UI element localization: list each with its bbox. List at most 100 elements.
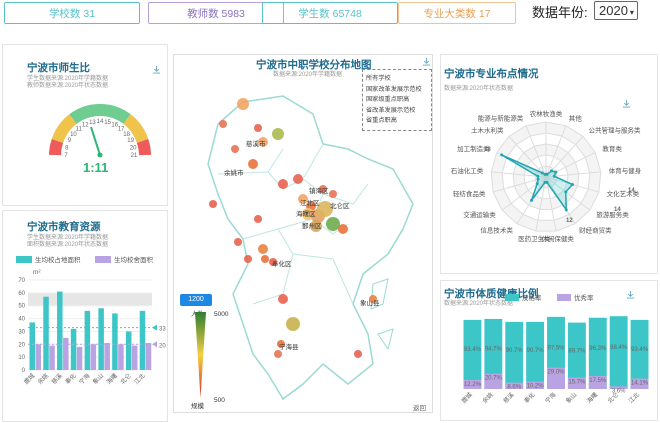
edu-xtick: 江北 xyxy=(132,372,146,386)
health-bar-excellent xyxy=(484,373,503,389)
health-pass-label: 96.3% xyxy=(589,346,607,352)
radar-point xyxy=(540,171,544,175)
radar-spoke xyxy=(501,176,547,211)
district-cixi[interactable]: 慈溪市 xyxy=(246,141,266,148)
radar-axis-label: 旅游服务类 xyxy=(596,210,629,219)
radar-axis-label: 公共管理与服务类 xyxy=(588,125,641,134)
health-xtick: 海曙 xyxy=(585,391,599,405)
school-dot xyxy=(302,208,314,220)
edu-ytick: 50 xyxy=(18,304,25,310)
gauge-tick-label: 20 xyxy=(130,145,137,151)
edu-bar-land xyxy=(57,291,63,370)
radar-point xyxy=(536,174,540,178)
health-bar-pass xyxy=(567,322,586,389)
teacher-ratio-value: 1:11 xyxy=(83,160,109,175)
health-xtick: 江北 xyxy=(627,391,641,405)
district-yuyao[interactable]: 余姚市 xyxy=(224,170,244,177)
download-icon[interactable] xyxy=(422,57,431,66)
radar-point xyxy=(552,174,556,178)
edu-xtick: 象山 xyxy=(91,372,105,386)
health-chart: 93.4% 12.2% 鹿城 94.7% 20.7% 余姚 90.7% 8.6%慈溪 90.7%… xyxy=(460,316,649,405)
radar-point xyxy=(564,190,568,194)
download-icon[interactable] xyxy=(626,290,635,299)
school-dot xyxy=(209,200,217,208)
district-xiangshan[interactable]: 象山县 xyxy=(360,300,380,307)
filter-national-reform[interactable]: 国家改革发展示范校 xyxy=(366,85,422,93)
health-pass-label: 89.7% xyxy=(568,348,586,354)
scale-min: 500 xyxy=(214,397,225,404)
radar-axis-label: 交通运输类 xyxy=(463,210,496,219)
school-dot xyxy=(219,120,227,128)
school-dot xyxy=(317,201,333,217)
health-legend-1[interactable]: 及格率 xyxy=(505,292,542,302)
stat-majors[interactable]: 专业大类数 17 xyxy=(398,2,516,24)
edu-ytick: 0 xyxy=(22,368,26,374)
radar-axis-label: 教育类 xyxy=(602,144,622,153)
scale-value-badge[interactable]: 1200 xyxy=(180,294,212,306)
filter-provincial-reform[interactable]: 省改革发展示范校 xyxy=(366,106,416,114)
edu-bar-land xyxy=(139,310,146,370)
health-legend-2[interactable]: 优秀率 xyxy=(557,292,594,302)
radar-axis-label: 休闲保健类 xyxy=(541,234,574,243)
health-xtick: 象山 xyxy=(564,391,578,405)
edu-bar-building xyxy=(90,344,97,370)
edu-legend-2[interactable]: 生均校舍面积 xyxy=(95,254,153,264)
edu-src-1: 学生数据来源:2020年学籍数据 xyxy=(27,235,109,241)
radar-axis-label: 能源与新能源类 xyxy=(478,113,524,122)
major-radar-chart: 农林牧渔类其他公共管理与服务类教育类体育与健身文化艺术类旅游服务类财经商贸类休闲… xyxy=(451,109,642,243)
edu-bar-land xyxy=(84,310,91,370)
school-dot xyxy=(254,215,262,223)
radar-value-label: 14 xyxy=(628,188,635,194)
gauge-tick-label: 17 xyxy=(118,126,125,132)
stat-teachers[interactable]: 教师数 5983 xyxy=(148,2,284,24)
scale-bar[interactable] xyxy=(195,312,206,398)
radar-spoke xyxy=(545,125,567,178)
filter-provincial-key[interactable]: 省重点职高 xyxy=(366,117,397,124)
school-dot xyxy=(254,124,262,132)
edu-bar-building xyxy=(35,344,41,370)
district-jiangbei[interactable]: 江北区 xyxy=(300,200,320,207)
filter-national-key[interactable]: 国家级重点职高 xyxy=(366,96,410,103)
district-ninghai[interactable]: 宁海县 xyxy=(279,344,299,351)
health-src: 数据来源:2020年状态数据 xyxy=(444,301,514,307)
scale-label-bottom: 规模 xyxy=(191,403,204,410)
map-filter-list: 所有学校 国家改革发展示范校 国家级重点职高 省改革发展示范校 省重点职高 xyxy=(362,69,432,131)
download-icon[interactable] xyxy=(622,99,631,108)
edu-bar-building xyxy=(63,337,69,370)
edu-avg-label: 33 xyxy=(159,327,166,333)
edu-bar-building xyxy=(76,346,83,370)
district-zhenhai[interactable]: 镇海区 xyxy=(309,188,329,195)
download-icon[interactable] xyxy=(152,65,161,74)
edu-ytick: 30 xyxy=(18,329,25,335)
filter-all[interactable]: 所有学校 xyxy=(366,75,391,82)
health-pass-label: 97.5% xyxy=(547,345,565,351)
stat-students[interactable]: 学生数 65748 xyxy=(262,2,398,24)
school-dot xyxy=(234,238,242,246)
district-haishu[interactable]: 海曙区 xyxy=(296,211,316,218)
gauge-tick-label: 16 xyxy=(111,122,118,128)
health-bar-pass xyxy=(630,319,649,389)
stat-schools[interactable]: 学校数 31 xyxy=(4,2,140,24)
health-bar-excellent xyxy=(505,382,524,389)
ningbo-map[interactable] xyxy=(173,54,433,413)
major-src: 数据来源:2020年状态数据 xyxy=(444,86,514,92)
radar-point xyxy=(530,198,534,202)
district-yinzhou[interactable]: 鄞州区 xyxy=(302,223,322,230)
district-fenghua[interactable]: 奉化区 xyxy=(272,261,292,268)
school-dot xyxy=(319,185,327,193)
school-dot xyxy=(248,159,258,169)
map-back-link[interactable]: 返回 xyxy=(413,405,426,412)
school-dot xyxy=(274,350,282,358)
edu-bar-land xyxy=(125,331,132,370)
panel-major xyxy=(440,54,658,274)
teacher-ratio-src1: 学生数据来源:2020年学籍数据 xyxy=(27,76,109,82)
year-select[interactable]: 2020 ▾ xyxy=(594,1,638,20)
edu-legend-1[interactable]: 生均校占地面积 xyxy=(16,254,81,264)
district-beilun[interactable]: 北仑区 xyxy=(330,203,350,210)
health-pass-label: 93.4% xyxy=(631,347,649,353)
school-dot xyxy=(237,98,249,110)
edu-unit: m² xyxy=(33,269,41,276)
edu-ytick: 10 xyxy=(18,355,25,361)
health-bar-excellent xyxy=(588,376,607,389)
